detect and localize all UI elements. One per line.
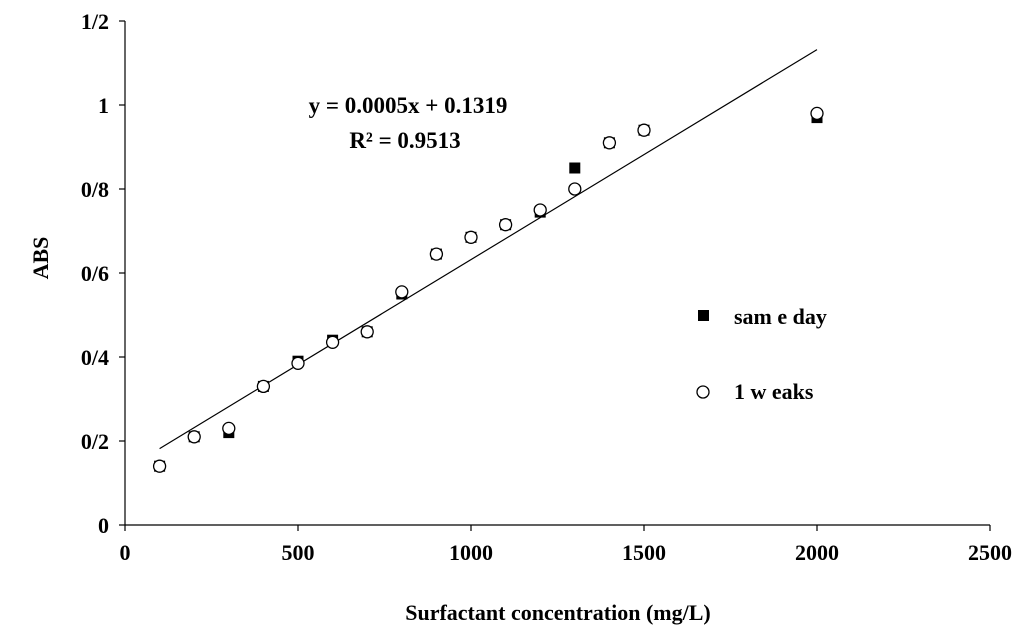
x-tick-label: 2000	[795, 540, 839, 565]
point-1-weaks	[429, 247, 444, 261]
x-tick-label: 1500	[622, 540, 666, 565]
x-axis-ticks: 0 500 1000 1500 2000 2500	[120, 525, 1012, 565]
legend-label-1-weaks: 1 w eaks	[734, 379, 814, 404]
y-tick-label: 0/8	[81, 177, 109, 202]
point-1-weaks	[498, 218, 513, 232]
y-axis-ticks: 0 0/2 0/4 0/6 0/8 1 1/2	[81, 9, 125, 538]
point-1-weaks	[602, 136, 617, 150]
point-1-weaks	[637, 123, 651, 137]
legend: sam e day 1 w eaks	[696, 304, 827, 404]
point-1-weaks	[222, 421, 236, 436]
point-1-weaks	[291, 356, 305, 370]
point-1-weaks	[325, 335, 340, 349]
y-tick-label: 1	[98, 93, 109, 118]
legend-marker-same-day	[698, 310, 709, 321]
y-tick-label: 0	[98, 513, 109, 538]
x-axis-title: Surfactant concentration (mg/L)	[405, 600, 711, 625]
point-1-weaks	[464, 230, 478, 244]
point-1-weaks	[810, 106, 824, 121]
legend-label-same-day: sam e day	[734, 304, 827, 329]
y-tick-label: 1/2	[81, 9, 109, 34]
point-1-weaks	[256, 379, 271, 394]
data-marks	[152, 49, 824, 473]
point-1-weaks	[568, 182, 582, 196]
point-1-weaks	[152, 459, 167, 473]
legend-marker-1-weaks	[696, 385, 710, 399]
trendline-r-squared: R² = 0.9513	[349, 128, 460, 153]
x-tick-label: 1000	[449, 540, 493, 565]
point-1-weaks	[395, 285, 409, 299]
point-1-weaks	[187, 430, 201, 444]
y-tick-label: 0/6	[81, 261, 109, 286]
trendline-equation: y = 0.0005x + 0.1319	[309, 93, 508, 118]
x-tick-label: 2500	[968, 540, 1012, 565]
point-same-day	[569, 162, 581, 174]
trendline	[159, 49, 818, 450]
point-1-weaks	[360, 325, 374, 339]
plot-area	[124, 21, 990, 526]
x-tick-label: 500	[282, 540, 315, 565]
y-tick-label: 0/4	[81, 345, 109, 370]
y-axis-title: ABS	[28, 237, 53, 280]
point-1-weaks	[533, 203, 547, 217]
y-tick-label: 0/2	[81, 429, 109, 454]
x-tick-label: 0	[120, 540, 131, 565]
